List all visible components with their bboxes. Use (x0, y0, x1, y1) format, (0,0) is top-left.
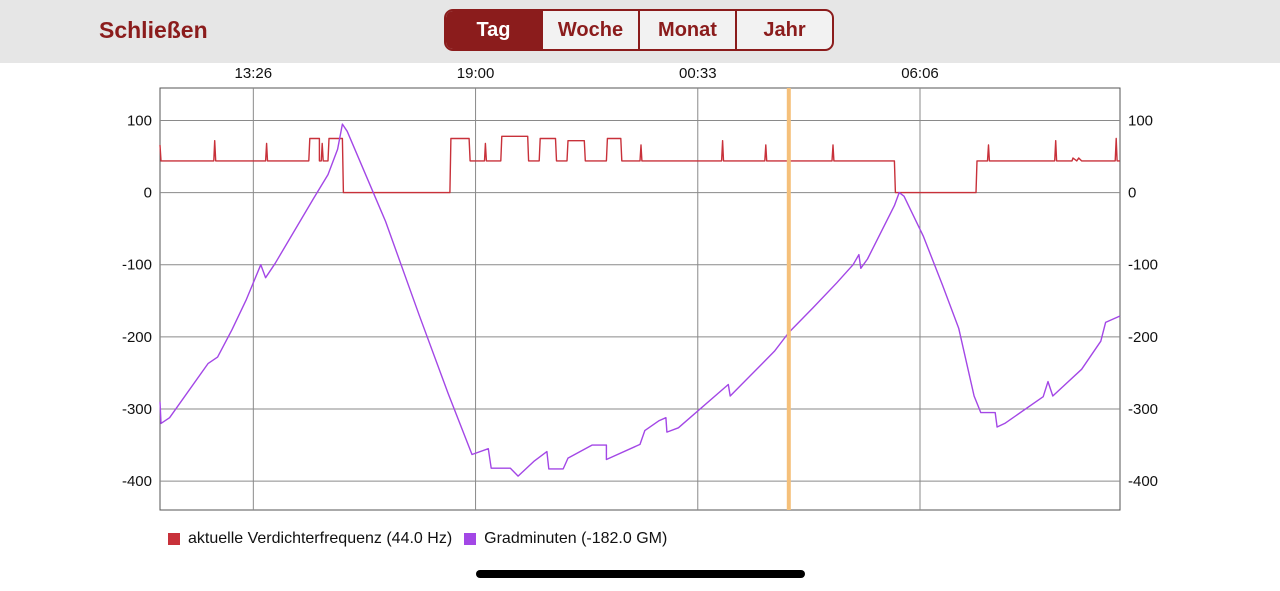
tab-month[interactable]: Monat (638, 11, 735, 49)
y-tick-labels: 100 100 0 0 -100 -100 -200 -200 -300 -300 -400 -400 (122, 112, 1158, 490)
plot-frame (159, 87, 1121, 511)
y-tick-label-left: 0 (144, 185, 152, 202)
top-bar: Schließen Tag Woche Monat Jahr (0, 0, 1280, 63)
y-tick-label-right: -200 (1128, 329, 1158, 346)
x-tick-label: 13:26 (235, 65, 273, 82)
y-tick-label-right: -300 (1128, 401, 1158, 418)
series-line-frequency (159, 135, 1120, 194)
close-button[interactable]: Schließen (99, 17, 208, 43)
legend-item-frequency[interactable]: aktuelle Verdichterfrequenz (44.0 Hz) (168, 530, 452, 548)
x-tick-label: 00:33 (679, 65, 717, 82)
legend-label-frequency: aktuelle Verdichterfrequenz (44.0 Hz) (188, 530, 453, 547)
legend-swatch-frequency (168, 533, 180, 545)
y-tick-label-left: -300 (122, 401, 152, 418)
period-segmented-control: Tag Woche Monat Jahr (444, 9, 834, 51)
home-indicator (476, 570, 805, 578)
y-tick-label-left: -400 (122, 473, 152, 490)
x-tick-labels: 13:26 19:00 00:33 06:06 (235, 65, 939, 82)
legend-label-gradminuten: Gradminuten (-182.0 GM) (484, 530, 668, 547)
y-tick-label-right: 100 (1128, 112, 1153, 129)
x-tick-label: 19:00 (457, 65, 495, 82)
chart[interactable]: 13:26 19:00 00:33 06:06 100 100 0 0 -100 -100 -20… (0, 63, 1280, 523)
series-line-gradminuten (159, 123, 1121, 477)
tab-day[interactable]: Tag (446, 11, 541, 49)
x-tick-label: 06:06 (901, 65, 939, 82)
legend-swatch-gradminuten (464, 533, 477, 545)
y-tick-label-right: -400 (1128, 473, 1158, 490)
legend-item-gradminuten[interactable]: Gradminuten (-182.0 GM) (464, 530, 667, 548)
y-tick-label-left: -200 (122, 329, 152, 346)
y-tick-label-right: -100 (1128, 257, 1158, 274)
y-tick-label-right: 0 (1128, 185, 1136, 202)
tab-year[interactable]: Jahr (735, 11, 832, 49)
y-tick-label-left: -100 (122, 257, 152, 274)
chart-legend: aktuelle Verdichterfrequenz (44.0 Hz) Gr… (168, 530, 679, 548)
y-tick-label-left: 100 (127, 112, 152, 129)
tab-week[interactable]: Woche (541, 11, 638, 49)
chart-series (159, 123, 1121, 477)
